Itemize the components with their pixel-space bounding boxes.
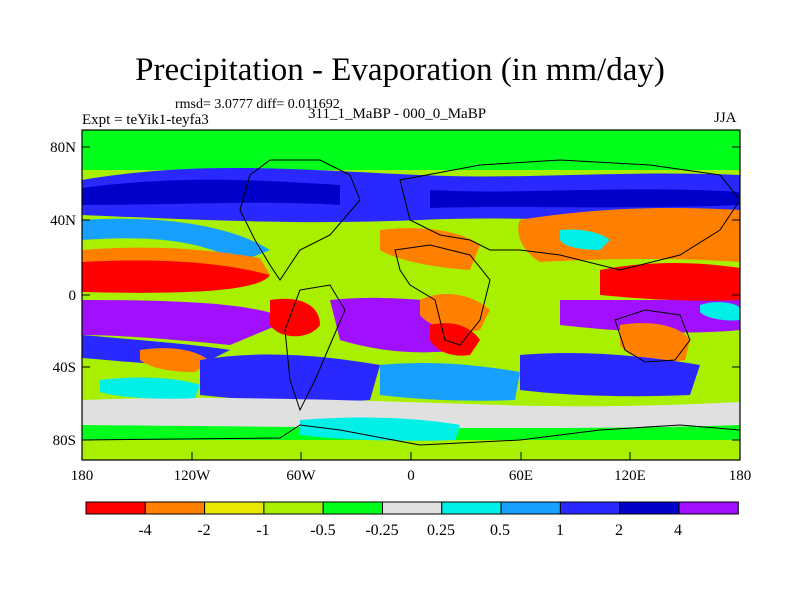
colorbar-swatch [559, 501, 621, 515]
colorbar-label: 0.25 [427, 522, 455, 539]
colorbar-label: 0.5 [490, 522, 510, 539]
colorbar-label: -0.5 [310, 522, 335, 539]
lon-label: 180 [729, 468, 752, 484]
colorbar-swatch [85, 501, 146, 515]
lon-label: 120E [614, 468, 646, 484]
lat-labels: 80N 40N 0 40S 80S [50, 140, 76, 449]
colorbar-swatch [441, 501, 502, 515]
lat-label: 40S [53, 360, 76, 376]
colorbar-swatch [204, 501, 265, 515]
colorbar-labels: -4 -2 -1 -0.5 -0.25 0.25 0.5 1 2 4 [138, 522, 682, 539]
lon-label: 60W [286, 468, 316, 484]
colorbar-swatch [678, 501, 739, 515]
colorbar-label: -0.25 [365, 522, 398, 539]
colorbar-swatch [382, 501, 443, 515]
colorbar-swatch [263, 501, 324, 515]
season-label: JJA [714, 110, 737, 126]
stats-label: rmsd= 3.0777 diff= 0.011692 [175, 97, 340, 112]
lon-label: 120W [174, 468, 212, 484]
colorbar-swatch [500, 501, 561, 515]
lat-label: 80N [50, 140, 76, 156]
map-field [82, 130, 740, 460]
coastline [82, 159, 740, 446]
lon-label: 180 [71, 468, 94, 484]
colorbar-swatch [144, 501, 206, 515]
colorbar-label: 2 [615, 522, 623, 539]
colorbar-label: -2 [197, 522, 210, 539]
colorbar-swatch [619, 501, 680, 515]
lon-label: 60E [509, 468, 533, 484]
lat-ticks [82, 146, 740, 441]
lon-labels: 180 120W 60W 0 60E 120E 180 [71, 468, 752, 484]
plot-title: Precipitation - Evaporation (in mm/day) [135, 52, 665, 88]
lon-label: 0 [407, 468, 415, 484]
colorbar [85, 501, 739, 515]
colorbar-label: 1 [556, 522, 564, 539]
colorbar-label: -1 [256, 522, 269, 539]
lon-ticks [81, 452, 741, 460]
period-label: 311_1_MaBP - 000_0_MaBP [308, 106, 487, 122]
lat-label: 0 [69, 288, 77, 304]
lat-label: 80S [53, 433, 76, 449]
colorbar-label: 4 [674, 522, 682, 539]
lat-label: 40N [50, 213, 76, 229]
experiment-label: Expt = teYik1-teyfa3 [82, 112, 209, 128]
colorbar-swatch [322, 501, 384, 515]
colorbar-label: -4 [138, 522, 151, 539]
